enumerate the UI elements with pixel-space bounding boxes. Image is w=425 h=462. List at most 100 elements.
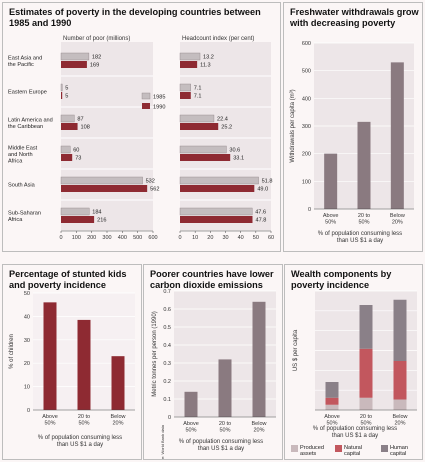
x-tick-label-1: 20 to 50%: [360, 414, 372, 427]
data-label-1985-2: 22.4: [217, 117, 228, 123]
bar-1990-1: [180, 92, 191, 99]
data-label-1985-3: 60: [73, 148, 79, 154]
bar-1985-5: [179, 207, 253, 216]
legend-swatch-1985: [141, 92, 151, 100]
legend-label-1985: 1985: [153, 95, 165, 101]
bar-0: [184, 391, 198, 417]
y-tick-label: 300: [302, 124, 311, 130]
plot-background: [61, 42, 153, 231]
bar-1985-0: [60, 52, 90, 61]
x-tick-label: 10: [192, 235, 198, 241]
y-tick-label: 0.3: [163, 361, 171, 367]
y-tick-label: 0.7: [163, 289, 171, 295]
poverty-title: Estimates of poverty in the developing c…: [9, 7, 261, 28]
x-tick-label-0: Above 50%: [324, 414, 340, 427]
data-label-1985-5: 184: [92, 210, 101, 216]
x-tick-label: 50: [253, 235, 259, 241]
water-title: Freshwater withdrawals grow with decreas…: [290, 7, 419, 28]
bar-1-1: [359, 348, 373, 398]
stunted-panel: Percentage of stunted kids and poverty i…: [2, 264, 142, 460]
y-tick-label: 0.4: [163, 343, 171, 349]
legend-label-1: Natural capital: [344, 445, 362, 457]
x-tick-label-1: 20 to 50%: [78, 414, 90, 427]
legend-swatch-2: [381, 445, 388, 452]
y-tick-label: 200: [302, 152, 311, 158]
y-tick-label: 500: [302, 69, 311, 75]
data-label-1990-2: 108: [81, 125, 90, 131]
poverty-chart: East Asia and the Pacific Eastern Europe La…: [8, 36, 274, 241]
bar-2-1: [359, 305, 373, 349]
poverty-panel: Estimates of poverty in the developing c…: [2, 2, 281, 252]
bar-0: [43, 302, 57, 410]
category-label-3: Middle East and North Africa: [8, 146, 38, 165]
y-tick-label: 40: [24, 314, 30, 320]
data-label-1985-0: 182: [92, 55, 101, 61]
x-axis-title: Headcount index (per cent): [182, 36, 254, 42]
legend-label-2: Human capital: [390, 445, 408, 457]
stunted-title: Percentage of stunted kids and poverty i…: [9, 269, 127, 290]
data-label-1985-4: 532: [146, 179, 155, 185]
data-label-1985-4: 51.8: [262, 179, 273, 185]
x-tick-label-0: Above 50%: [323, 213, 339, 226]
bar-1-0: [325, 397, 339, 405]
source-note: Source: World Bank data: [160, 424, 165, 460]
y-tick-label: 400: [302, 96, 311, 102]
bar-1985-4: [60, 176, 143, 185]
x-tick-label: 300: [102, 235, 111, 241]
data-label-1990-0: 169: [90, 63, 99, 69]
bar-1985-3: [60, 145, 71, 154]
x-tick-label: 30: [222, 235, 228, 241]
y-tick-label: 0.1: [163, 397, 171, 403]
bar-1985-0: [179, 52, 201, 61]
y-axis-title: Metric tonnes per person (1990): [152, 311, 158, 396]
x-tick-label: 0: [178, 235, 181, 241]
data-label-1990-3: 73: [75, 156, 81, 162]
bar-1990-2: [61, 123, 78, 130]
bar-1990-2: [180, 123, 219, 130]
bar-1985-5: [60, 207, 90, 216]
y-tick-label: 0.5: [163, 325, 171, 331]
data-label-1985-5: 47.6: [255, 210, 266, 216]
co2-chart: 0 0.1 0.2 0.3 0.4 0.5 0.6 0.7 Above 50% 20 to 50% Be…: [152, 289, 276, 460]
y-tick-label: 600: [302, 41, 311, 47]
bar-0-1: [359, 397, 373, 410]
stunted-chart: 0 10 20 30 40 50 Above 50% 20 to 50% Below 20% % of …: [9, 291, 135, 448]
category-label-5: Sub-Saharan Africa: [8, 211, 41, 224]
data-label-1985-1: 7.1: [194, 86, 202, 92]
bar-1990-0: [61, 61, 87, 68]
co2-title: Poorer countries have lower carbon dioxi…: [150, 269, 274, 290]
x-tick-label-1: 20 to 50%: [219, 421, 231, 434]
x-tick-label: 60: [268, 235, 274, 241]
x-tick-label-2: Below 20%: [252, 421, 267, 434]
bar-1985-2: [60, 114, 75, 123]
bar-1990-3: [61, 154, 73, 161]
data-label-1990-3: 33.1: [233, 156, 244, 162]
data-label-1990-0: 11.3: [200, 63, 210, 69]
bar-1985-4: [179, 176, 259, 185]
bar-1990-4: [180, 185, 255, 192]
data-label-1990-5: 47.8: [255, 218, 266, 224]
x-axis-title: % of population consuming less than US $1…: [313, 426, 397, 439]
x-tick-label: 500: [133, 235, 142, 241]
data-label-1990-5: 216: [97, 218, 106, 224]
bar-1990-5: [180, 216, 253, 223]
y-tick-label: 20: [24, 361, 30, 367]
bar-1985-2: [179, 114, 215, 123]
x-tick-label-1: 20 to 50%: [358, 213, 370, 226]
bar-1985-1: [60, 83, 63, 92]
bar-1: [218, 359, 232, 417]
y-tick-label: 50: [24, 291, 30, 297]
bar-2: [390, 62, 404, 209]
bar-0-2: [393, 399, 407, 410]
bar-1990-3: [180, 154, 231, 161]
category-label-0: East Asia and the Pacific: [8, 56, 42, 69]
data-label-1990-4: 49.0: [257, 187, 268, 193]
bar-0: [324, 153, 338, 209]
bar-1990-5: [61, 216, 95, 223]
co2-panel: Poorer countries have lower carbon dioxi…: [143, 264, 283, 460]
x-tick-label-2: Below 20%: [390, 213, 405, 226]
y-tick-label: 0: [27, 408, 30, 414]
bar-0-0: [325, 404, 339, 410]
x-tick-label: 0: [59, 235, 62, 241]
